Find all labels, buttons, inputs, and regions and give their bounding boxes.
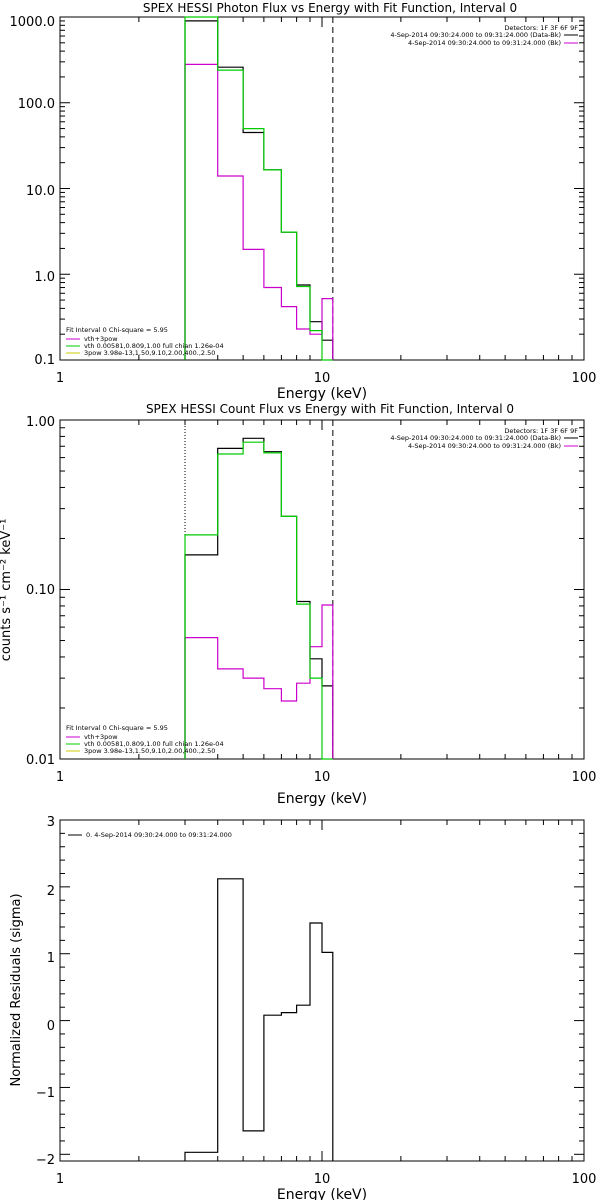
panel2-ytick-0.01: 0.01 xyxy=(26,753,55,768)
panel1-fit-row-2: vth 0.00581,0.809,1.00 full chian 1.26e-… xyxy=(84,342,224,350)
series-bk-histogram xyxy=(184,63,334,360)
series-fit-histogram xyxy=(184,16,333,361)
panel3-ytick-2: 2 xyxy=(47,884,55,899)
panel3-ytick-m2: −2 xyxy=(36,1153,55,1168)
panel2-ytick-0.1: 0.10 xyxy=(26,583,55,598)
panel2-xtick-10: 10 xyxy=(314,770,331,785)
panel1-ytick-10: 10.0 xyxy=(26,184,55,199)
panel1-ytick-1: 1.0 xyxy=(34,270,55,285)
panel3-xtick-1: 1 xyxy=(56,1172,64,1187)
panel3-legend-row: 0. 4-Sep-2014 09:30:24.000 to 09:31:24.0… xyxy=(86,831,232,839)
panel2-fit-row-3: 3pow 3.98e-13,1.50,9.10,2.00,400.,2.50 xyxy=(84,747,215,755)
panel2-title: SPEX HESSI Count Flux vs Energy with Fit… xyxy=(146,402,514,416)
panel1-ytick-100: 100.0 xyxy=(18,97,55,112)
series-data-histogram xyxy=(184,20,334,360)
panel2-fit-header: Fit Interval 0 Chi-square = 5.95 xyxy=(66,724,168,732)
panel2-legend-header: Detectors: 1F 3F 6F 9F xyxy=(504,427,578,435)
panel3-xtick-100: 100 xyxy=(572,1172,597,1187)
panel1-ytick-0.1: 0.1 xyxy=(34,353,55,368)
panel1-plot-area xyxy=(59,16,584,361)
panel2-xlabel: Energy (keV) xyxy=(277,791,367,807)
panel3-plot-area xyxy=(59,819,584,1161)
panel2-fit-row-2: vth 0.00581,0.809,1.00 full chian 1.26e-… xyxy=(84,740,224,748)
panel1-xtick-10: 10 xyxy=(314,371,331,386)
series-bk-histogram xyxy=(184,604,334,759)
panel1-title: SPEX HESSI Photon Flux vs Energy with Fi… xyxy=(143,1,517,15)
panel3-xtick-10: 10 xyxy=(314,1172,331,1187)
panel1-fit-row-3: 3pow 3.98e-13,1.50,9.10,2.00,400.,2.50 xyxy=(84,349,215,357)
panel3-ytick-3: 3 xyxy=(47,815,55,830)
panel3-ytick-1: 1 xyxy=(47,951,55,966)
panel1-xlabel: Energy (keV) xyxy=(277,386,367,402)
series-fit-histogram xyxy=(184,441,333,760)
series-data-histogram xyxy=(184,437,334,759)
count-flux-panel: SPEX HESSI Count Flux vs Energy with Fit… xyxy=(0,402,596,807)
photon-flux-panel: SPEX HESSI Photon Flux vs Energy with Fi… xyxy=(10,1,597,402)
panel1-xtick-100: 100 xyxy=(572,371,597,386)
panel2-plot-area xyxy=(59,420,584,760)
panel2-fit-row-1: vth+3pow xyxy=(84,733,118,741)
panel2-legend-bk: 4-Sep-2014 09:30:24.000 to 09:31:24.000 … xyxy=(408,442,561,450)
panel1-legend-bk: 4-Sep-2014 09:30:24.000 to 09:31:24.000 … xyxy=(408,39,561,47)
panel2-ylabel: counts s⁻¹ cm⁻² keV⁻¹ xyxy=(0,519,14,662)
panel3-frame xyxy=(59,819,585,1162)
series-data-histogram xyxy=(184,878,334,1161)
panel2-xtick-1: 1 xyxy=(56,770,64,785)
panel3-xlabel: Energy (keV) xyxy=(277,1187,367,1200)
panel3-ylabel: Normalized Residuals (sigma) xyxy=(9,893,24,1086)
panel1-legend-header: Detectors: 1F 3F 6F 9F xyxy=(504,24,578,32)
panel1-fit-header: Fit Interval 0 Chi-square = 5.95 xyxy=(66,326,168,334)
panel1-ytick-1000: 1000.0 xyxy=(10,15,56,30)
residuals-panel: 1 10 100 −2 −1 0 1 2 3 Energy (keV) Norm… xyxy=(9,815,596,1200)
panel2-legend-data: 4-Sep-2014 09:30:24.000 to 09:31:24.000 … xyxy=(390,434,561,442)
panel3-ytick-0: 0 xyxy=(47,1019,55,1034)
panel1-fit-row-1: vth+3pow xyxy=(84,335,118,343)
panel1-legend-data: 4-Sep-2014 09:30:24.000 to 09:31:24.000 … xyxy=(390,31,561,39)
panel2-xtick-100: 100 xyxy=(572,770,597,785)
panel1-xtick-1: 1 xyxy=(56,371,64,386)
panel2-ytick-1: 1.00 xyxy=(26,415,55,430)
panel3-ytick-m1: −1 xyxy=(36,1086,55,1101)
